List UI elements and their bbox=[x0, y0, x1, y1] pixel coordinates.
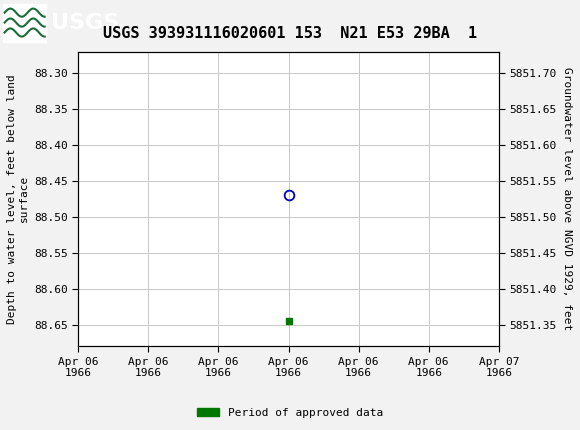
Y-axis label: Groundwater level above NGVD 1929, feet: Groundwater level above NGVD 1929, feet bbox=[562, 67, 572, 331]
Y-axis label: Depth to water level, feet below land
surface: Depth to water level, feet below land su… bbox=[7, 74, 28, 324]
Legend: Period of approved data: Period of approved data bbox=[193, 403, 387, 422]
FancyBboxPatch shape bbox=[3, 3, 46, 42]
Text: USGS 393931116020601 153  N21 E53 29BA  1: USGS 393931116020601 153 N21 E53 29BA 1 bbox=[103, 26, 477, 41]
Text: USGS: USGS bbox=[51, 12, 119, 33]
